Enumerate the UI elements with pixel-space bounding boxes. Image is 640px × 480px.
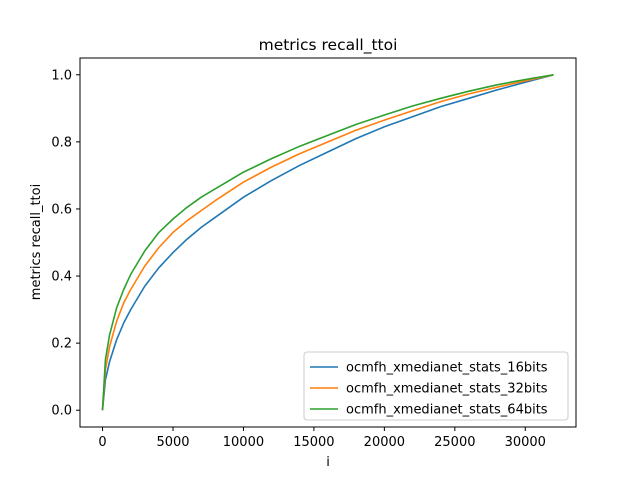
y-tick-label: 0.2 (51, 337, 72, 352)
plot-frame (79, 57, 577, 428)
legend-label: ocmfh_xmedianet_stats_32bits (346, 382, 548, 397)
x-axis-label: i (326, 455, 330, 470)
x-tick-label: 15000 (293, 435, 334, 450)
y-tick-label: 1.0 (51, 68, 72, 83)
x-tick-label: 5000 (156, 435, 189, 450)
y-axis-label: metrics recall_ttoi (29, 184, 44, 300)
y-tick-label: 0.6 (51, 202, 72, 217)
series-line-0 (101, 74, 554, 411)
y-tick-label: 0.8 (51, 135, 72, 150)
legend-box (303, 351, 569, 421)
series-line-2 (101, 74, 554, 411)
series-line-1 (101, 74, 554, 411)
x-tick-label: 0 (98, 435, 106, 450)
y-axis: 0.0 0.2 0.4 0.6 0.8 1.0 (51, 68, 80, 419)
legend-label: ocmfh_xmedianet_stats_16bits (346, 361, 548, 376)
x-axis: 0 5000 10000 15000 20000 25000 30000 (98, 427, 546, 450)
legend-label: ocmfh_xmedianet_stats_64bits (346, 403, 548, 418)
x-tick-label: 25000 (434, 435, 475, 450)
legend: ocmfh_xmedianet_stats_16bits ocmfh_xmedia… (303, 351, 569, 421)
x-tick-label: 20000 (364, 435, 405, 450)
y-tick-label: 0.4 (51, 270, 72, 285)
chart-title: metrics recall_ttoi (259, 36, 398, 55)
plot-area (101, 74, 554, 411)
x-tick-label: 10000 (223, 435, 264, 450)
x-tick-label: 30000 (505, 435, 546, 450)
y-tick-label: 0.0 (51, 404, 72, 419)
